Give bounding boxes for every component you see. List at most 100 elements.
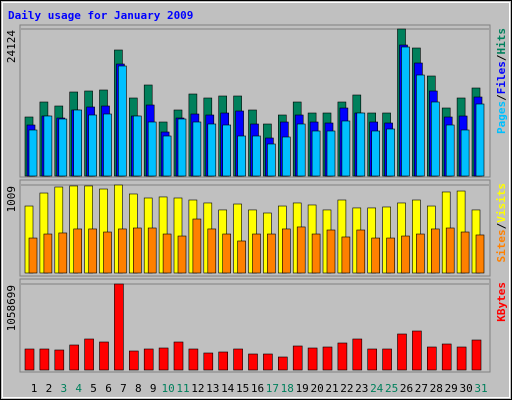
y-tick-label: 1058699: [5, 285, 18, 331]
legend: KBytes: [495, 282, 508, 322]
bar: [277, 356, 288, 371]
bar: [203, 352, 214, 371]
bar: [326, 130, 336, 177]
bar: [412, 330, 422, 371]
legend-separator: /: [495, 94, 508, 101]
bar: [337, 342, 348, 371]
x-tick-label: 4: [75, 382, 82, 395]
bar: [73, 109, 82, 177]
x-tick-label: 14: [221, 382, 235, 395]
bar: [43, 233, 53, 274]
bar: [114, 283, 124, 371]
panel-frame: [19, 278, 491, 373]
legend: Sites/Visits: [495, 183, 508, 263]
bar: [129, 350, 139, 371]
bar: [207, 123, 217, 177]
bar: [471, 339, 482, 371]
bar: [356, 112, 366, 177]
bar: [162, 135, 172, 177]
bar: [326, 229, 336, 274]
legend-separator: /: [495, 54, 508, 61]
x-tick-label: 25: [385, 382, 398, 395]
legend-entry: KBytes: [495, 282, 508, 322]
bar: [237, 240, 246, 274]
bar: [341, 236, 351, 274]
x-tick-label: 30: [459, 382, 472, 395]
x-tick-label: 13: [206, 382, 219, 395]
bar: [296, 123, 306, 177]
x-tick-label: 23: [355, 382, 368, 395]
bar: [352, 338, 363, 371]
x-tick-label: 18: [281, 382, 294, 395]
x-tick-label: 2: [46, 382, 53, 395]
bar: [292, 345, 303, 371]
bar: [207, 228, 217, 274]
x-tick-label: 6: [105, 382, 112, 395]
bar: [143, 348, 154, 371]
bar: [58, 118, 68, 177]
bar: [103, 113, 112, 177]
x-tick-label: 1: [31, 382, 38, 395]
x-tick-label: 5: [90, 382, 97, 395]
bar: [69, 344, 79, 371]
x-tick-label: 9: [150, 382, 157, 395]
bar: [133, 115, 142, 177]
bar: [371, 130, 381, 177]
bar: [118, 65, 127, 177]
bar: [118, 228, 127, 274]
bar: [88, 114, 97, 177]
bar: [252, 135, 261, 177]
bar: [426, 346, 437, 371]
bar: [430, 228, 440, 274]
bar: [460, 129, 470, 177]
bar: [281, 228, 291, 274]
bar: [356, 229, 366, 274]
x-tick-label: 8: [135, 382, 142, 395]
legend-entry: Visits: [495, 183, 508, 223]
x-tick-label: 28: [430, 382, 443, 395]
x-tick-label: 10: [161, 382, 174, 395]
y-tick-label: 24124: [5, 30, 18, 63]
bar: [341, 120, 351, 177]
legend-separator: /: [495, 222, 508, 229]
x-tick-label: 27: [415, 382, 428, 395]
bar: [222, 124, 231, 177]
x-tick-label: 29: [445, 382, 458, 395]
x-tick-label: 19: [296, 382, 309, 395]
bar: [99, 341, 109, 371]
y-tick-label: 1009: [5, 186, 18, 213]
bar: [84, 338, 94, 371]
x-tick-label: 11: [176, 382, 189, 395]
bar: [416, 233, 425, 274]
bar: [371, 237, 381, 274]
bar: [281, 136, 291, 177]
panel-frame: [19, 24, 491, 178]
bar: [263, 353, 273, 371]
bar: [237, 135, 246, 177]
bar: [248, 353, 258, 371]
bar: [401, 235, 410, 274]
bar: [296, 226, 306, 274]
bar: [475, 103, 485, 177]
bar: [192, 218, 202, 274]
bar: [192, 121, 202, 177]
bar: [177, 235, 187, 274]
x-tick-label: 22: [340, 382, 353, 395]
legend-entry: Pages: [495, 101, 508, 134]
x-tick-label: 26: [400, 382, 413, 395]
bar: [311, 233, 321, 274]
bar: [430, 101, 440, 177]
bar: [147, 227, 157, 274]
bar: [386, 128, 395, 177]
bar: [322, 346, 333, 371]
bar: [445, 124, 455, 177]
bar: [367, 348, 378, 371]
legend-entry: Files: [495, 61, 508, 94]
legend-entry: Hits: [495, 28, 508, 55]
bar: [401, 46, 410, 177]
bar: [43, 115, 53, 177]
x-tick-label: 31: [474, 382, 487, 395]
bar: [54, 349, 65, 371]
bar: [307, 347, 318, 371]
